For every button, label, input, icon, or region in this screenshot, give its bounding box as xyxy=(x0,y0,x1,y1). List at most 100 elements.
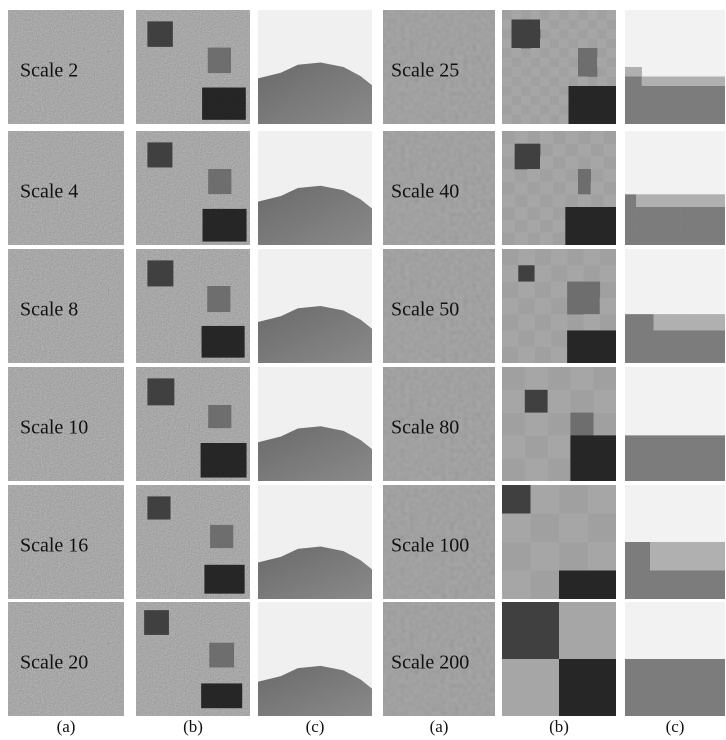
pixel xyxy=(540,232,553,245)
pixel xyxy=(650,105,659,115)
pixel xyxy=(222,289,225,292)
pixel xyxy=(202,346,205,349)
pixel xyxy=(150,266,153,269)
pixel xyxy=(227,443,231,447)
pixel xyxy=(227,300,230,303)
pixel xyxy=(147,390,151,394)
pixel xyxy=(162,269,165,272)
pixel xyxy=(645,458,665,481)
image-tile xyxy=(625,249,725,363)
pixel xyxy=(711,314,726,331)
pixel xyxy=(222,309,225,312)
pixel xyxy=(227,306,230,309)
pixel xyxy=(512,86,522,96)
pixel xyxy=(578,207,591,220)
pixel xyxy=(236,329,239,332)
pixel xyxy=(227,349,230,352)
pixel xyxy=(239,571,245,577)
pixel xyxy=(212,462,216,466)
pixel xyxy=(219,337,222,340)
pixel xyxy=(708,115,717,125)
pixel xyxy=(233,352,236,355)
pixel xyxy=(502,514,531,543)
pixel xyxy=(223,447,227,451)
pixel xyxy=(559,514,588,543)
pixel xyxy=(233,354,236,357)
pixel xyxy=(219,300,222,303)
pixel xyxy=(625,314,640,331)
pixel xyxy=(170,280,173,283)
pixel xyxy=(675,96,684,106)
pixel xyxy=(201,443,205,447)
pixel xyxy=(565,156,578,169)
image-tile xyxy=(136,131,250,245)
image-tile xyxy=(625,10,725,124)
pixel xyxy=(223,420,227,424)
pixel xyxy=(535,330,552,347)
pixel xyxy=(216,454,220,458)
pixel xyxy=(224,303,227,306)
pixel xyxy=(208,473,212,477)
pixel xyxy=(515,144,528,157)
pixel xyxy=(220,443,224,447)
pixel xyxy=(216,473,220,477)
pixel xyxy=(224,289,227,292)
pixel xyxy=(204,340,207,343)
pixel xyxy=(625,542,650,571)
pixel xyxy=(518,282,535,299)
pixel xyxy=(222,354,225,357)
pixel xyxy=(231,447,235,451)
pixel xyxy=(588,115,598,125)
pixel xyxy=(227,297,230,300)
pixel xyxy=(219,340,222,343)
pixel xyxy=(226,692,234,700)
pixel xyxy=(204,352,207,355)
pixel xyxy=(230,354,233,357)
pixel xyxy=(658,86,667,96)
pixel xyxy=(210,352,213,355)
column-label: (c) xyxy=(666,717,685,736)
pixel xyxy=(527,220,540,233)
pixel xyxy=(515,182,528,195)
pixel xyxy=(209,659,217,667)
pixel xyxy=(565,131,578,144)
pixel xyxy=(593,390,616,413)
pixel xyxy=(209,692,217,700)
pixel xyxy=(219,295,222,298)
column-label: (a) xyxy=(57,717,76,736)
pixel xyxy=(227,340,230,343)
pixel xyxy=(213,326,216,329)
pixel xyxy=(216,329,219,332)
pixel xyxy=(567,265,584,282)
pixel xyxy=(160,610,168,618)
pixel xyxy=(216,536,222,542)
pixel xyxy=(654,314,669,331)
pixel xyxy=(502,602,559,659)
pixel xyxy=(216,470,220,474)
pixel xyxy=(210,329,213,332)
pixel xyxy=(531,67,541,77)
pixel xyxy=(204,466,208,470)
pixel xyxy=(207,332,210,335)
pixel xyxy=(208,466,212,470)
pixel xyxy=(226,683,234,691)
scale-label: Scale 50 xyxy=(391,299,459,321)
pixel xyxy=(583,347,600,364)
pixel xyxy=(540,131,553,144)
pixel xyxy=(227,466,231,470)
pixel xyxy=(163,394,167,398)
pixel xyxy=(625,458,645,481)
pixel xyxy=(569,105,579,115)
pixel xyxy=(525,458,548,481)
pixel xyxy=(207,306,210,309)
pixel xyxy=(675,77,684,87)
pixel xyxy=(239,346,242,349)
pixel xyxy=(153,508,159,514)
pixel xyxy=(222,300,225,303)
pixel xyxy=(570,435,593,458)
pixel xyxy=(502,265,519,282)
pixel xyxy=(165,514,171,520)
pixel xyxy=(222,565,228,571)
pixel xyxy=(220,447,224,451)
pixel xyxy=(227,292,230,295)
